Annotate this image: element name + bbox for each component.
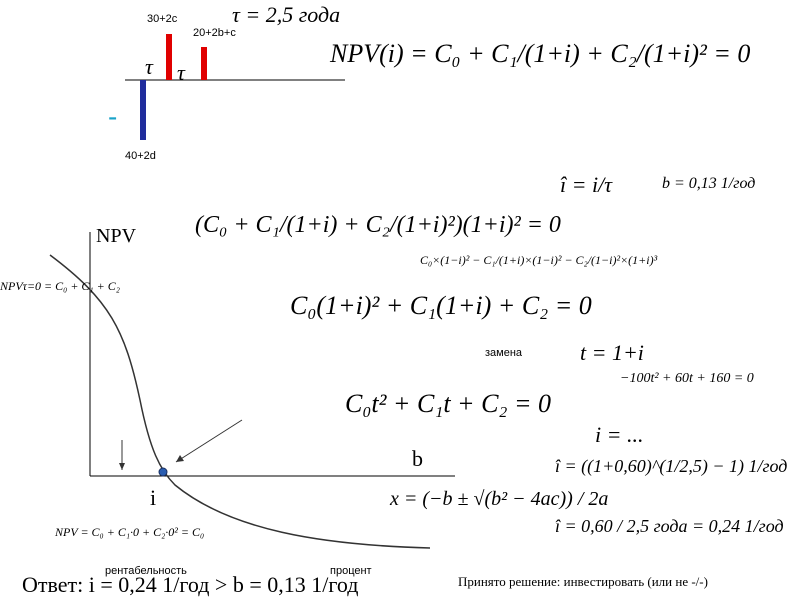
- formula: C₀t² + C₁t + C₂ = 0: [345, 389, 551, 418]
- inflow-bar: [166, 34, 172, 80]
- formula: b = 0,13 1/год: [662, 175, 755, 192]
- tau: τ: [145, 54, 154, 79]
- tau: τ: [177, 60, 186, 85]
- formula: NPVτ=0 = C₀ + C₁ + C₂: [0, 279, 120, 293]
- formula: NPV(i) = C₀ + C₁/(1+i) + C₂/(1+i)² = 0: [329, 39, 750, 68]
- formula: C₀×(1−i)² − C₁/(1+i)×(1−i)² − C₂/(1−i)²×…: [420, 253, 658, 267]
- formula: C₀(1+i)² + C₁(1+i) + C₂ = 0: [290, 291, 592, 320]
- formula: î = ((1+0,60)^(1/2,5) − 1) 1/год: [555, 456, 787, 477]
- label: 20+2b+c: [193, 27, 236, 39]
- arrow: [175, 419, 243, 463]
- axis-label: b: [412, 446, 423, 471]
- minus: -: [108, 101, 117, 132]
- outflow-bar: [140, 80, 146, 140]
- formula: t = 1+i: [580, 340, 644, 365]
- npv-curve: [49, 254, 431, 549]
- formula: τ = 2,5 года: [232, 2, 340, 27]
- root-point: [158, 467, 168, 477]
- formula: î = i/τ: [560, 172, 613, 197]
- arrowhead: [119, 463, 125, 470]
- formula: x = (−b ± √(b² − 4ac)) / 2a: [389, 488, 608, 510]
- formula: î = 0,60 / 2,5 года = 0,24 1/год: [555, 516, 784, 536]
- axis-label: NPV: [96, 225, 137, 247]
- decision: Принято решение: инвестировать (или не -…: [458, 574, 708, 589]
- root-label: i: [150, 485, 156, 510]
- inflow-bar: [201, 47, 207, 80]
- note: рентабельность: [105, 565, 187, 577]
- answer: Ответ: i = 0,24 1/год > b = 0,13 1/год: [22, 572, 358, 597]
- formula: NPV = C₀ + C₁·0 + C₂·0² = C₀: [54, 525, 204, 539]
- formula: −100t² + 60t + 160 = 0: [620, 371, 754, 386]
- formula: (C₀ + C₁/(1+i) + C₂/(1+i)²)(1+i)² = 0: [195, 212, 561, 238]
- note: замена: [485, 347, 523, 359]
- formula: i = ...: [595, 422, 643, 447]
- label: 30+2c: [147, 13, 178, 25]
- label: 40+2d: [125, 150, 156, 162]
- note: процент: [330, 565, 372, 577]
- arrowhead: [176, 455, 184, 462]
